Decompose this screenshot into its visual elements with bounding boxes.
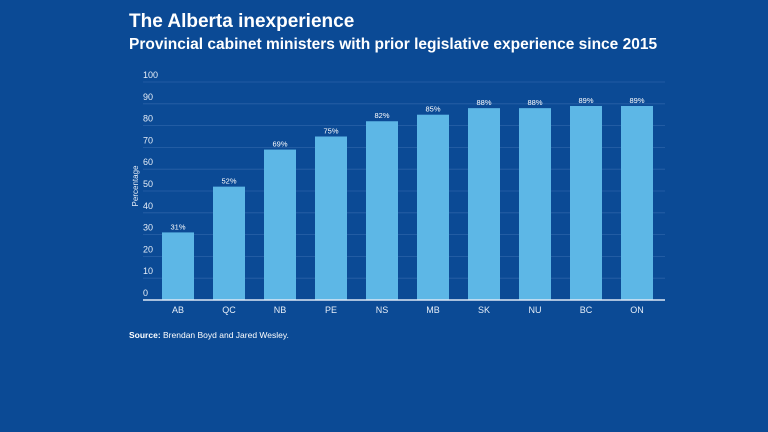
y-tick-label: 90 (143, 92, 153, 102)
data-label: 88% (476, 98, 491, 107)
chart-subtitle: Provincial cabinet ministers with prior … (129, 36, 658, 53)
data-label: 88% (527, 98, 542, 107)
data-label: 89% (578, 96, 593, 105)
data-label: 69% (272, 140, 287, 149)
bar-ab (162, 232, 194, 300)
x-tick-label: PE (325, 305, 337, 315)
x-tick-label: MB (426, 305, 440, 315)
source-note: Source: Brendan Boyd and Jared Wesley. (129, 330, 289, 340)
data-label: 82% (374, 111, 389, 120)
y-tick-label: 50 (143, 179, 153, 189)
y-tick-label: 30 (143, 223, 153, 233)
bar-on (621, 105, 653, 300)
bar-qc (213, 186, 245, 300)
y-tick-label: 60 (143, 157, 153, 167)
bar-pe (315, 136, 347, 300)
x-tick-label: BC (580, 305, 593, 315)
data-label: 75% (323, 127, 338, 136)
bar-sk (468, 108, 500, 300)
bar-bc (570, 105, 602, 300)
data-label: 85% (425, 105, 440, 114)
x-tick-label: NS (376, 305, 389, 315)
bar-nu (519, 108, 551, 300)
bar-mb (417, 114, 449, 300)
x-tick-label: AB (172, 305, 184, 315)
source-text: Brendan Boyd and Jared Wesley. (160, 330, 289, 340)
chart-title: The Alberta inexperience (129, 11, 355, 32)
source-label: Source: (129, 330, 161, 340)
bar-ns (366, 121, 398, 301)
bar-nb (264, 149, 296, 300)
y-tick-label: 100 (143, 70, 158, 80)
data-label: 52% (221, 177, 236, 186)
x-tick-label: QC (222, 305, 236, 315)
y-tick-label: 0 (143, 288, 148, 298)
y-tick-label: 40 (143, 201, 153, 211)
y-axis-label: Percentage (131, 165, 140, 206)
x-tick-label: SK (478, 305, 490, 315)
y-tick-label: 20 (143, 244, 153, 254)
y-tick-label: 10 (143, 266, 153, 276)
data-label: 31% (170, 222, 185, 231)
y-tick-label: 70 (143, 135, 153, 145)
x-tick-label: NU (529, 305, 542, 315)
data-label: 89% (629, 96, 644, 105)
x-tick-label: ON (630, 305, 644, 315)
x-tick-label: NB (274, 305, 287, 315)
y-tick-label: 80 (143, 114, 153, 124)
